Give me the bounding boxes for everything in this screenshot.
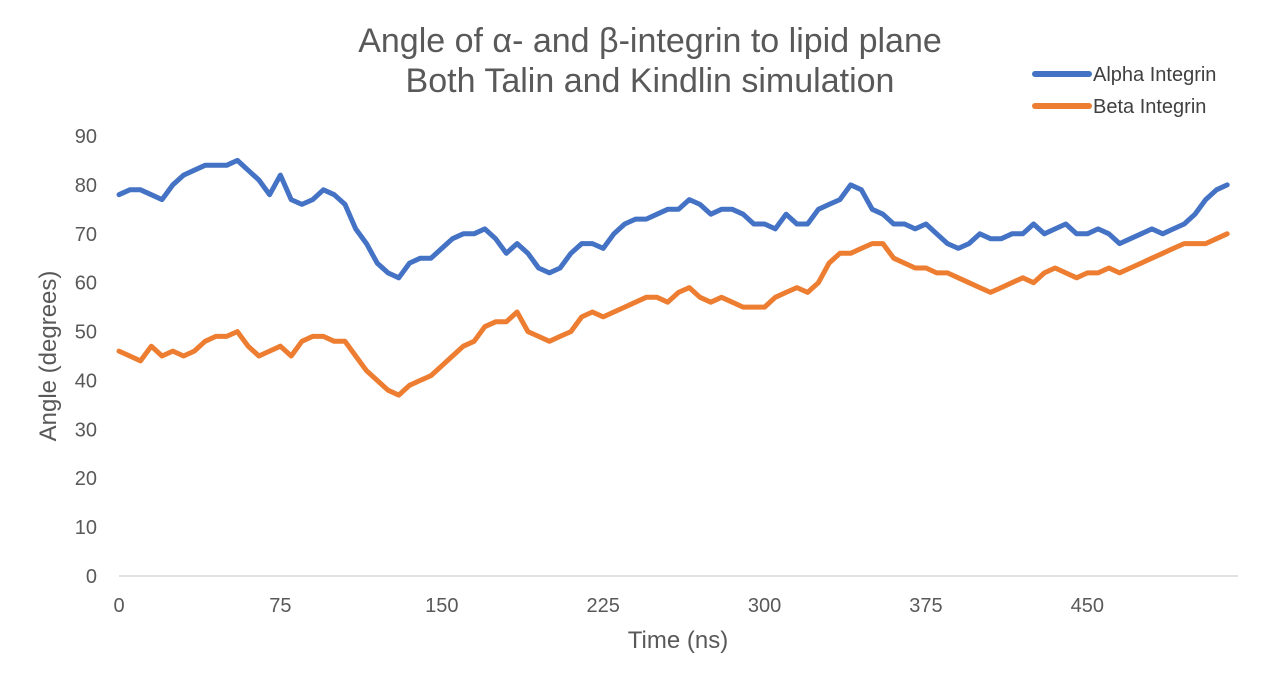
- x-tick-label: 450: [1071, 595, 1104, 617]
- y-tick-label: 80: [75, 175, 97, 197]
- y-tick-label: 10: [75, 517, 97, 539]
- y-tick-label: 70: [75, 224, 97, 246]
- chart-subtitle: Both Talin and Kindlin simulation: [405, 62, 895, 100]
- x-tick-label: 375: [909, 595, 942, 617]
- x-tick-label: 150: [425, 595, 458, 617]
- x-axis-ticks: 0 75 150 225 300 375 450: [113, 595, 1104, 617]
- y-tick-label: 20: [75, 468, 97, 490]
- y-axis-ticks: 0 10 20 30 40 50 60 70 80 90: [75, 126, 97, 588]
- y-tick-label: 60: [75, 273, 97, 295]
- y-tick-label: 50: [75, 322, 97, 344]
- series-lines: [116, 157, 1230, 398]
- y-tick-label: 90: [75, 126, 97, 148]
- series-line-beta-integrin: [116, 231, 1230, 398]
- x-axis-title: Time (ns): [628, 627, 728, 654]
- y-axis-title: Angle (degrees): [35, 271, 62, 442]
- y-tick-label: 0: [86, 566, 97, 588]
- x-tick-label: 0: [113, 595, 124, 617]
- legend: Alpha Integrin Beta Integrin: [1032, 64, 1216, 118]
- chart-title: Angle of α- and β-integrin to lipid plan…: [358, 22, 942, 60]
- x-tick-label: 225: [586, 595, 619, 617]
- legend-label-alpha-integrin: Alpha Integrin: [1093, 64, 1216, 86]
- x-tick-label: 75: [269, 595, 291, 617]
- legend-label-beta-integrin: Beta Integrin: [1093, 96, 1206, 118]
- series-line-alpha-integrin: [116, 157, 1230, 281]
- x-tick-label: 300: [748, 595, 781, 617]
- y-tick-label: 30: [75, 419, 97, 441]
- y-tick-label: 40: [75, 370, 97, 392]
